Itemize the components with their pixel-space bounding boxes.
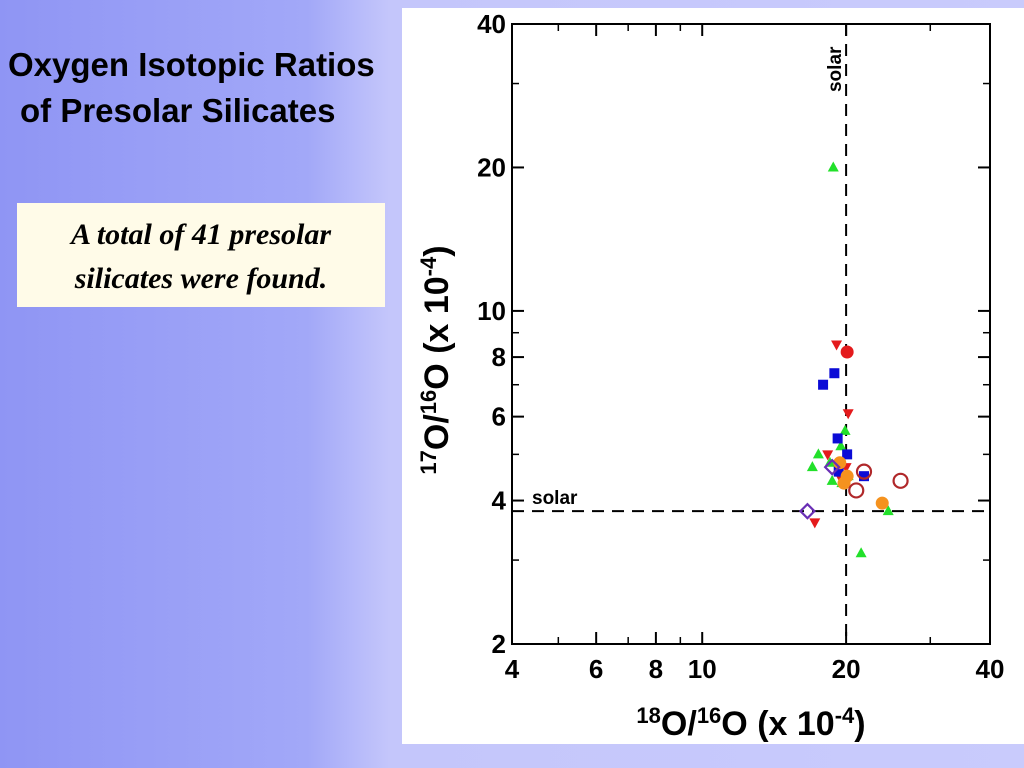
- solar-vertical-label: solar: [825, 46, 846, 92]
- green-triangle-up-point: [812, 448, 824, 459]
- x-tick-label: 6: [589, 654, 603, 684]
- x-axis-title: 18O/16O (x 10-4): [636, 703, 865, 743]
- red-triangle-down-point: [831, 340, 843, 351]
- blue-square-point: [833, 466, 844, 477]
- x-tick-label: 8: [649, 654, 663, 684]
- y-axis-title: 17O/16O (x 10-4): [416, 245, 456, 474]
- y-tick-label: 20: [477, 152, 506, 182]
- note-line-2: silicates were found.: [74, 262, 328, 295]
- purple-diamond-point: [823, 458, 841, 476]
- slide-title: Oxygen Isotopic Ratios of Presolar Silic…: [8, 42, 458, 134]
- y-tick-label: 8: [492, 342, 506, 372]
- purple-diamond-point: [798, 502, 816, 520]
- orange-circle-point: [875, 496, 889, 510]
- orange-circle-point: [837, 476, 851, 490]
- red-triangle-down-point: [842, 409, 854, 420]
- x-tick-label: 4: [505, 654, 520, 684]
- brown-circle-point: [855, 463, 873, 480]
- blue-square-point: [858, 471, 869, 482]
- red-triangle-down-point: [822, 450, 834, 461]
- note-line-1: A total of 41 presolar: [70, 218, 332, 251]
- red-triangle-down-point: [809, 518, 821, 529]
- blue-square-point: [842, 449, 853, 460]
- solar-horizontal-label: solar: [532, 488, 578, 509]
- y-tick-label: 10: [477, 296, 506, 326]
- y-tick-label: 6: [492, 402, 506, 432]
- green-triangle-up-point: [806, 461, 818, 472]
- chart-panel: 4 6 8 10 20 40 2 4 6 8 10 20 40 solar solar 18O/16O (…: [402, 8, 1024, 744]
- red-circle-point: [840, 345, 854, 359]
- note-box: A total of 41 presolar silicates were fo…: [17, 203, 385, 307]
- data-points: [798, 161, 909, 558]
- green-triangle-up-point: [826, 474, 838, 485]
- green-triangle-up-point: [882, 505, 894, 516]
- blue-square-point: [832, 433, 843, 444]
- brown-circle-point: [848, 482, 865, 499]
- y-tick-label: 2: [492, 629, 506, 659]
- x-tick-label: 10: [688, 654, 717, 684]
- slide-title-line-1: Oxygen Isotopic Ratios: [8, 46, 375, 83]
- x-tick-label: 40: [976, 654, 1005, 684]
- green-triangle-up-point: [855, 547, 867, 558]
- blue-square-point: [829, 368, 840, 379]
- plot-frame: [511, 23, 991, 645]
- y-tick-label: 40: [477, 9, 506, 39]
- green-triangle-up-point: [839, 424, 851, 435]
- y-tick-label: 4: [492, 486, 507, 516]
- green-triangle-up-point: [827, 161, 839, 172]
- blue-square-point: [818, 379, 829, 390]
- reference-lines: solar solar: [512, 24, 990, 644]
- brown-circle-point: [892, 472, 909, 489]
- slide-title-line-2: of Presolar Silicates: [20, 92, 336, 129]
- x-tick-label: 20: [832, 654, 861, 684]
- green-triangle-up-point: [835, 440, 847, 451]
